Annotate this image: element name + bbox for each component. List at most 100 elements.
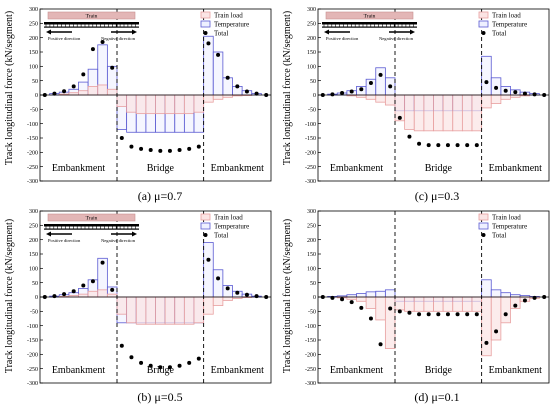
- y-tick-label-d: -200: [305, 353, 316, 359]
- region-label-a: Embankment: [211, 163, 265, 174]
- y-tick-label-d: -100: [305, 324, 316, 330]
- y-tick-label-c: -50: [308, 108, 316, 114]
- legend-swatch-a: [200, 20, 211, 28]
- point-total-d: [484, 340, 489, 345]
- point-total-c: [522, 91, 527, 96]
- panel-d: -300 -250 -200 -150 -100 -50 0 50 100 150 200 250 30…: [282, 209, 550, 404]
- point-total-a: [177, 148, 182, 153]
- y-tick-label-b: 200: [29, 238, 38, 244]
- inset-train-label-b: Train: [86, 216, 98, 222]
- point-total-a: [167, 148, 172, 153]
- legend-swatch-a: [200, 11, 211, 19]
- inset-negative-label-b: Negative direction: [101, 238, 136, 243]
- point-total-b: [119, 343, 124, 348]
- point-total-d: [445, 312, 450, 317]
- caption-b: (b) μ=0.5: [137, 390, 182, 404]
- bar-train-d: [404, 296, 415, 312]
- point-total-d: [368, 316, 373, 321]
- point-total-a: [158, 148, 163, 153]
- inset-train-c: [325, 11, 414, 20]
- point-total-d: [426, 312, 431, 317]
- y-axis-label-b: Track longitudinal force (kN/segment): [4, 219, 15, 373]
- region-label-c: Embankment: [330, 163, 384, 174]
- bar-train-d: [461, 296, 473, 312]
- panel-c: -300 -250 -200 -150 -100 -50 0 50 100 150 200 250 30…: [282, 7, 550, 203]
- point-total-c: [359, 87, 364, 92]
- point-total-b: [264, 295, 269, 299]
- inset-arrowhead-positive-a: [46, 29, 51, 35]
- caption-a: (a) μ=0.7: [138, 189, 183, 203]
- y-tick-label-a: 250: [29, 22, 38, 28]
- point-total-a: [62, 89, 67, 94]
- point-total-d: [494, 329, 499, 334]
- bar-train-c: [423, 94, 434, 132]
- bar-train-a: [87, 86, 99, 96]
- y-tick-label-b: -200: [27, 353, 38, 359]
- y-tick-label-a: -200: [27, 151, 38, 157]
- point-total-b: [42, 295, 47, 299]
- inset-rail-c: [322, 26, 417, 28]
- bar-train-a: [97, 84, 108, 96]
- inset-arrowhead-negative-c: [410, 29, 415, 35]
- region-label-b: Embankment: [211, 365, 265, 376]
- legend-label-a: Temperature: [214, 21, 249, 29]
- y-tick-label-c: 250: [307, 22, 316, 28]
- y-tick-label-a: 50: [32, 79, 38, 85]
- bar-train-a: [183, 94, 195, 115]
- point-total-a: [81, 72, 86, 77]
- region-label-c: Embankment: [489, 163, 543, 174]
- point-total-b: [216, 276, 221, 281]
- inset-arrowhead-positive-c: [324, 29, 329, 35]
- bar-train-b: [116, 296, 128, 315]
- legend-swatch-c: [478, 11, 489, 19]
- point-total-c: [388, 84, 393, 89]
- region-label-d: Embankment: [489, 365, 543, 376]
- bar-train-b: [164, 296, 176, 325]
- bar-train-b: [78, 293, 89, 298]
- bar-train-b: [145, 296, 156, 325]
- bar-temperature-d: [500, 292, 511, 298]
- bar-train-c: [452, 94, 463, 132]
- plot-area-d: -300 -250 -200 -150 -100 -50 0 50 100 150 200 250 30…: [305, 209, 550, 387]
- point-total-b: [129, 355, 134, 360]
- point-total-c: [445, 143, 450, 148]
- point-total-d: [359, 305, 364, 310]
- bar-train-a: [116, 94, 128, 107]
- point-total-d: [330, 295, 335, 300]
- bar-train-b: [193, 296, 205, 324]
- region-label-b: Bridge: [147, 365, 175, 376]
- bar-temperature-d: [375, 290, 386, 298]
- point-total-d: [455, 312, 460, 317]
- bar-train-d: [500, 296, 511, 324]
- bar-train-b: [135, 296, 147, 325]
- point-total-c: [368, 80, 373, 85]
- point-total-a: [100, 39, 105, 44]
- point-total-b: [100, 260, 105, 265]
- bar-temperature-d: [365, 291, 377, 298]
- point-total-c: [330, 92, 335, 97]
- point-total-c: [542, 93, 547, 97]
- y-tick-label-d: 150: [307, 252, 316, 258]
- point-total-b: [90, 279, 95, 284]
- bar-train-a: [78, 90, 89, 96]
- legend-swatch-b: [200, 213, 211, 221]
- point-total-d: [465, 312, 470, 317]
- y-tick-label-d: -250: [305, 367, 316, 373]
- bar-train-a: [203, 94, 214, 103]
- legend-swatch-d: [478, 213, 489, 221]
- point-total-b: [110, 287, 115, 292]
- y-tick-label-c: 300: [307, 7, 316, 13]
- point-total-a: [225, 75, 230, 80]
- inset-positive-label-c: Positive direction: [326, 36, 359, 41]
- point-total-d: [340, 297, 345, 302]
- point-total-c: [378, 72, 383, 77]
- point-total-b: [235, 290, 240, 295]
- point-total-a: [244, 89, 249, 94]
- bar-train-a: [126, 94, 137, 113]
- bar-train-d: [375, 296, 386, 321]
- bar-train-a: [135, 94, 147, 115]
- inset-rail-a: [44, 26, 139, 28]
- bar-train-b: [203, 296, 214, 315]
- bar-train-d: [384, 296, 396, 349]
- legend-swatch-c: [481, 31, 486, 35]
